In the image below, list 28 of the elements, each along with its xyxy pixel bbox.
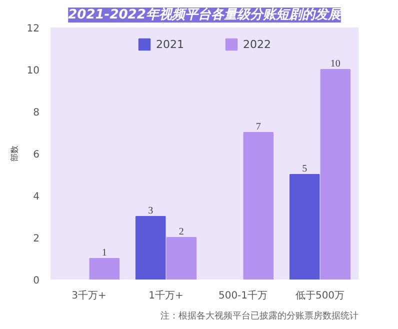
- data-label: 5: [302, 164, 308, 174]
- x-tick-label: 低于500万: [295, 290, 345, 302]
- y-tick-label: 2: [33, 234, 40, 244]
- y-tick-label: 12: [26, 24, 40, 34]
- y-tick-label: 10: [26, 66, 40, 76]
- x-tick-label: 3千万+: [72, 290, 106, 302]
- y-axis-title: 部数: [10, 146, 19, 162]
- y-tick-label: 6: [33, 150, 40, 160]
- data-label: 2: [178, 226, 184, 238]
- y-tick-label: 4: [33, 192, 40, 202]
- data-label: 10: [330, 58, 340, 70]
- data-label: 7: [256, 122, 261, 132]
- bar: [320, 69, 351, 280]
- x-tick-label: 1千万+: [148, 290, 184, 302]
- bar: [166, 237, 197, 280]
- legend-label: 2021: [156, 38, 184, 50]
- legend-label: 2022: [243, 38, 271, 50]
- y-tick-label: 0: [33, 276, 40, 286]
- x-tick-label: 500-1千万: [218, 290, 268, 302]
- data-label: 1: [102, 248, 107, 258]
- chart-title: 2021-2022年视频平台各量级分账短剧的发展: [68, 6, 343, 22]
- data-label: 3: [148, 206, 154, 216]
- text: 注：根据各大视频平台已披露的分账票房数据统计: [160, 310, 358, 322]
- bar: [289, 174, 320, 280]
- bar: [89, 258, 120, 280]
- bar: [135, 216, 166, 280]
- bar: [243, 132, 274, 280]
- y-tick-label: 8: [33, 108, 40, 118]
